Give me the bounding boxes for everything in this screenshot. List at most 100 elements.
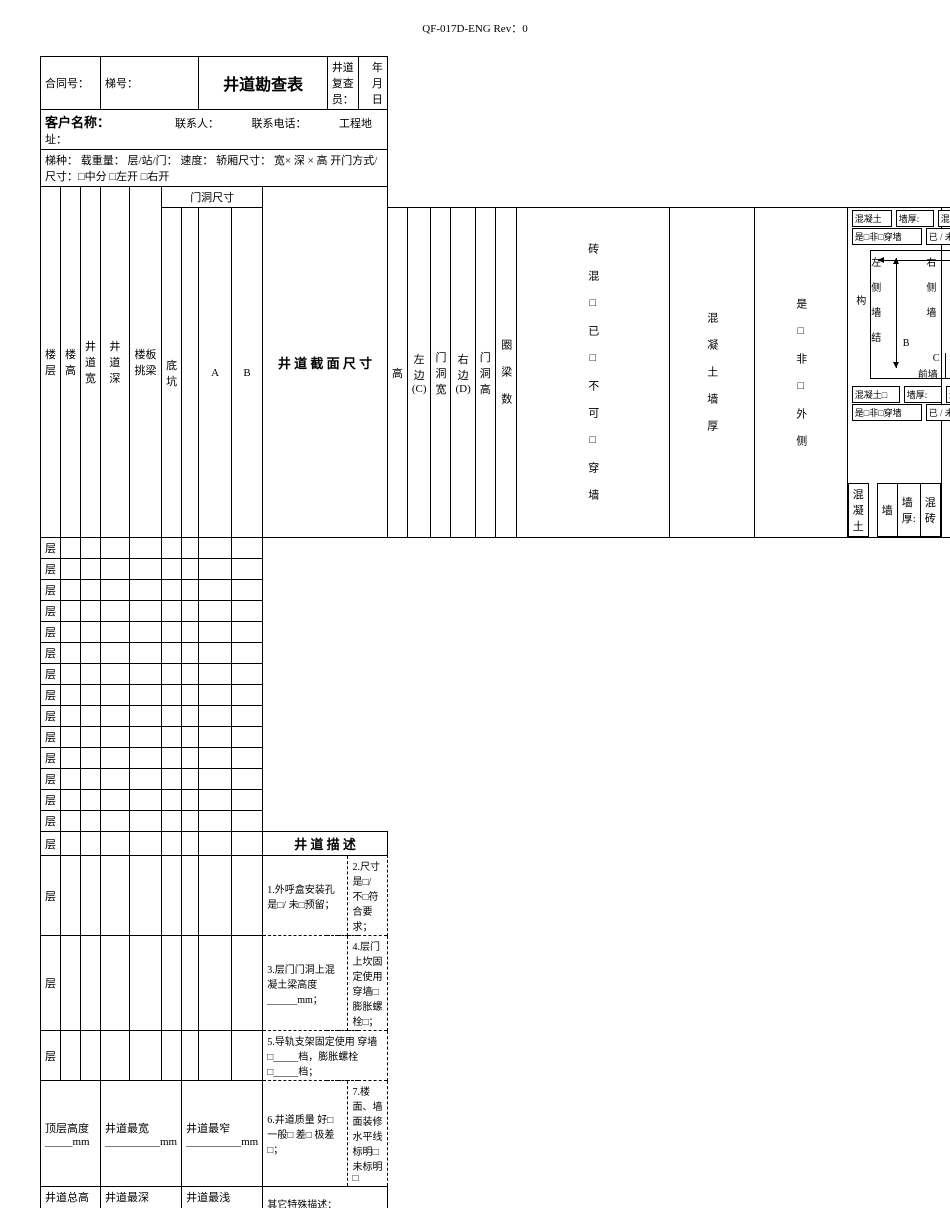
table-row[interactable]: 层 <box>41 685 950 706</box>
col-slab-h: 高 <box>387 208 407 538</box>
floor-label: 层 <box>41 580 61 601</box>
floor-label: 层 <box>41 664 61 685</box>
section-title: 井 道 截 面 尺 寸 <box>263 187 388 538</box>
bot-wall-2: 已 / 未□装修 <box>926 404 950 421</box>
bottom-r1: 墙 <box>877 484 897 537</box>
col-door-h: 门洞高 <box>475 208 495 538</box>
col-door-w: 门洞宽 <box>431 208 451 538</box>
form-title: 井道勘查表 <box>199 57 327 110</box>
table-row[interactable]: 层 <box>41 664 950 685</box>
mid-box-3: 混砖 <box>946 386 950 403</box>
floor-label: 层 <box>41 559 61 580</box>
contract-no[interactable]: 合同号： <box>41 57 101 110</box>
floor-label: 层 <box>41 748 61 769</box>
desc-row[interactable]: 层 5.导轨支架固定使用 穿墙□_____档，膨胀螺栓□_____档； <box>41 1031 950 1081</box>
desc-1b: 2.尺寸是□/ 不□符合要求； <box>348 856 387 936</box>
phone-label: 联系电话： <box>252 118 307 130</box>
col-shaft-w: 井道宽 <box>81 187 101 538</box>
footer-row-1[interactable]: 顶层高度_____mm 井道最宽__________mm 井道最窄_______… <box>41 1081 950 1187</box>
desc-title: 井 道 描 述 <box>263 832 388 856</box>
floor-label: 层 <box>41 811 61 832</box>
col-a: A <box>199 208 232 538</box>
table-row[interactable]: 层 <box>41 727 950 748</box>
left-wall-label: 左 侧 墙 结 构 <box>850 253 884 348</box>
floor-label: 层 <box>41 643 61 664</box>
desc-row[interactable]: 层 3.层门门洞上混凝土梁高度______mm； 4.层门上坎固定使用 穿墙□ … <box>41 936 950 1031</box>
table-row[interactable]: 层 <box>41 811 950 832</box>
floor-label: 层 <box>41 538 61 559</box>
min-width: 井道最窄__________mm <box>182 1081 263 1187</box>
main-form: 合同号： 梯号： 井道勘查表 井道复查员： 年 月 日 客户名称： 联系人： 联… <box>40 56 950 1208</box>
lift-no[interactable]: 梯号： <box>101 57 199 110</box>
desc-other: 其它特殊描述： <box>263 1187 388 1208</box>
total-height: 井道总高_____mm <box>41 1187 101 1208</box>
footer-row-2[interactable]: 井道总高_____mm 井道最深__________mm 井道最浅_______… <box>41 1187 950 1208</box>
table-row[interactable]: 层 <box>41 601 950 622</box>
col-right-d: 右边(D) <box>451 208 475 538</box>
customer-name-label: 客户名称： <box>45 115 110 130</box>
col-door-size: 门洞尺寸 <box>162 187 263 208</box>
date[interactable]: 年 月 日 <box>358 57 387 110</box>
right-wall-label: 右 侧 墙 <box>920 253 939 323</box>
col-slab: 楼板挑梁 <box>129 187 161 538</box>
bottom-left-box: 混 凝 土 <box>848 484 868 537</box>
side-left1: 圈 梁 数 <box>495 208 516 538</box>
floor-label: 层 <box>41 769 61 790</box>
table-row[interactable]: 层 <box>41 643 950 664</box>
table-row[interactable]: 层 <box>41 559 950 580</box>
desc-4b: 7.楼面、墙面装修水平线标明□未标明□ <box>348 1081 387 1187</box>
side-left2: 砖 混 □ 已 □ 不 可 □ 穿 墙 <box>516 208 669 538</box>
floor-label: 层 <box>41 601 61 622</box>
customer-row[interactable]: 客户名称： 联系人： 联系电话： 工程地址： <box>41 110 388 150</box>
diagram-cell: 混凝土 墙厚: 混砖 墙厚: 圈梁数: 是□非□穿墙 已 / 未□装修 可 / … <box>847 208 941 538</box>
floor-label: 层 <box>41 832 61 856</box>
desc-1a: 1.外呼盒安装孔是□/ 未□预留； <box>263 856 348 936</box>
desc-row[interactable]: 层 1.外呼盒安装孔是□/ 未□预留； 2.尺寸是□/ 不□符合要求； <box>41 856 950 936</box>
contact-label: 联系人： <box>175 118 219 130</box>
floor-label: 层 <box>41 685 61 706</box>
cross-section-diagram: 混凝土 墙厚: 混砖 墙厚: 圈梁数: 是□非□穿墙 已 / 未□装修 可 / … <box>848 208 941 438</box>
floor-label: 层 <box>41 706 61 727</box>
mid-box-2: 墙厚: <box>904 386 942 403</box>
floor-label: 层 <box>41 790 61 811</box>
b-label: B <box>903 338 910 349</box>
top-box-3: 混砖 <box>938 210 950 227</box>
floor-label: 层 <box>41 727 61 748</box>
desc-4a: 6.井道质量 好□ 一般□ 差□ 极差□； <box>263 1081 348 1187</box>
inspector[interactable]: 井道复查员： <box>327 57 358 110</box>
top-height: 顶层高度_____mm <box>41 1081 101 1187</box>
desc-3: 5.导轨支架固定使用 穿墙□_____档，膨胀螺栓□_____档； <box>263 1031 388 1081</box>
doc-code: QF-017D-ENG Rev：0 <box>40 20 910 36</box>
front-wall: 前墙 <box>918 366 938 381</box>
desc-2b: 4.层门上坎固定使用 穿墙□ 膨胀螺栓□； <box>348 936 387 1031</box>
table-row[interactable]: 层 井 道 描 述 <box>41 832 950 856</box>
col-height: 楼高 <box>61 187 81 538</box>
col-left-c: 左边(C) <box>407 208 431 538</box>
max-width: 井道最宽__________mm <box>101 1081 182 1187</box>
spec-row[interactable]: 梯种： 载重量： 层/站/门： 速度： 轿厢尺寸： 宽× 深 × 高 开门方式/… <box>41 150 388 187</box>
table-row[interactable]: 层 <box>41 538 950 559</box>
top-box-1: 混凝土 <box>852 210 892 227</box>
bot-wall-1: 是□非□穿墙 <box>852 404 922 421</box>
max-depth: 井道最深__________mm <box>101 1187 182 1208</box>
c-label: C <box>933 353 940 364</box>
table-row[interactable]: 层 <box>41 790 950 811</box>
table-row[interactable]: 层 <box>41 580 950 601</box>
cell[interactable] <box>182 208 199 538</box>
mid-box-1: 混凝土□ <box>852 386 900 403</box>
table-row[interactable]: 层 <box>41 748 950 769</box>
bottom-r3: 混砖 <box>920 484 940 537</box>
top-box-2: 墙厚: <box>896 210 934 227</box>
side-left3: 混 凝 土 墙 厚 <box>669 208 754 538</box>
col-shaft-d: 井道深 <box>101 187 130 538</box>
top-wall-1: 是□非□穿墙 <box>852 228 922 245</box>
col-floor: 楼层 <box>41 187 61 538</box>
min-depth: 井道最浅__________mm <box>182 1187 263 1208</box>
bottom-r2: 墙厚: <box>897 484 920 537</box>
desc-2a: 3.层门门洞上混凝土梁高度______mm； <box>263 936 348 1031</box>
table-row[interactable]: 层 <box>41 706 950 727</box>
table-row[interactable]: 层 <box>41 622 950 643</box>
table-row[interactable]: 层 <box>41 769 950 790</box>
top-wall-2: 已 / 未□装修 <box>926 228 950 245</box>
col-b: B <box>231 208 262 538</box>
